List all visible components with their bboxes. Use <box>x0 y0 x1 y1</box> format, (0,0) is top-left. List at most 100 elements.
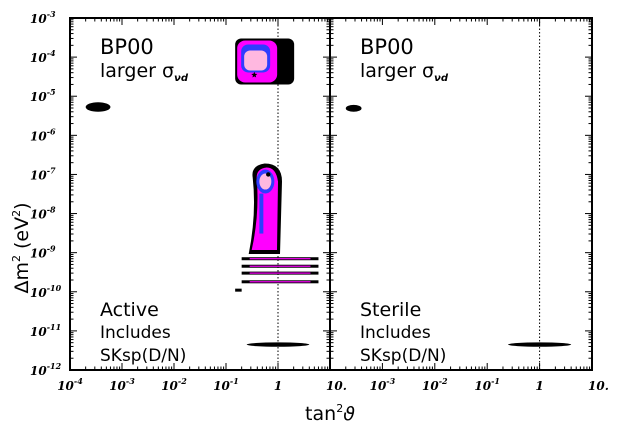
x-tick-base: 10 <box>422 379 439 393</box>
x-tick-base: 10 <box>474 379 491 393</box>
panel-title: BP00 <box>360 35 414 59</box>
best-fit-point <box>266 172 271 177</box>
region-sma <box>345 104 362 112</box>
y-tick-exponent: -5 <box>47 87 56 97</box>
panel-title-text: BP00 <box>360 35 414 59</box>
x-tick-base: 10 <box>161 379 178 393</box>
panel-note-2-text: SKsp(D/N) <box>360 346 446 366</box>
panel-note: Includes <box>100 323 171 343</box>
contour-inner <box>259 193 264 234</box>
y-tick-label: 10-10 <box>30 283 62 300</box>
x-tick-base: 10 <box>109 379 126 393</box>
x-axis-label: tan2ϑ <box>305 402 355 425</box>
panel-subtitle-text: larger σ <box>360 60 434 82</box>
y-tick-exponent: -11 <box>47 322 61 332</box>
panel-title-text: BP00 <box>100 35 154 59</box>
contour-outer <box>85 102 111 112</box>
y-tick-base: 10 <box>30 247 47 261</box>
x-tick-label: 1 <box>274 379 282 393</box>
y-tick-base: 10 <box>30 325 47 339</box>
panel-label: Active <box>100 299 159 321</box>
y-tick-exponent: -8 <box>47 205 56 215</box>
best-fit-star <box>251 71 258 78</box>
y-axis-label-sup: 2 <box>10 255 23 262</box>
x-tick-exponent: -2 <box>439 376 448 386</box>
region-sma <box>85 102 111 112</box>
striation-outer <box>235 288 242 292</box>
panel-label-text: Sterile <box>360 299 421 321</box>
x-tick-base: 10 <box>57 379 74 393</box>
panel-note-text: Includes <box>360 323 431 343</box>
x-tick-exponent: -3 <box>126 376 135 386</box>
y-tick-label: 10-9 <box>30 244 56 261</box>
x-tick-label: 1 <box>535 379 543 393</box>
region-vac <box>246 342 310 347</box>
y-tick-exponent: -4 <box>47 48 56 58</box>
y-tick-exponent: -9 <box>47 244 56 254</box>
y-tick-label: 10-4 <box>30 48 56 65</box>
y-tick-label: 10-3 <box>30 9 56 26</box>
x-tick-base: 10. <box>588 379 609 393</box>
y-tick-label: 10-7 <box>30 165 56 182</box>
y-tick-label: 10-8 <box>30 205 56 222</box>
panel-subtitle-subscript: νd <box>174 73 189 84</box>
y-tick-label: 10-11 <box>30 322 61 339</box>
x-tick-label: 10-1 <box>474 376 500 393</box>
x-tick-label: 10-1 <box>213 376 239 393</box>
panel-title: BP00 <box>100 35 154 59</box>
striation-mid <box>249 272 311 274</box>
y-tick-base: 10 <box>30 168 47 182</box>
panel-note-text: Includes <box>100 323 171 343</box>
striation-mid <box>249 258 311 260</box>
contour-core <box>244 50 268 71</box>
contour-outer <box>508 342 572 347</box>
x-tick-base: 1 <box>535 379 543 393</box>
x-tick-exponent: -2 <box>178 376 187 386</box>
x-tick-label: 10-4 <box>57 376 83 393</box>
panel-label: Sterile <box>360 299 421 321</box>
contour-outer <box>345 104 362 112</box>
panel-subtitle-text: larger σ <box>100 60 174 82</box>
y-tick-base: 10 <box>30 208 47 222</box>
y-tick-exponent: -7 <box>47 165 56 175</box>
x-tick-label: 10-3 <box>109 376 135 393</box>
y-tick-exponent: -10 <box>47 283 62 293</box>
y-tick-base: 10 <box>30 12 47 26</box>
x-tick-base: 1 <box>274 379 282 393</box>
y-tick-base: 10 <box>30 364 47 378</box>
x-tick-base: 10. <box>326 379 347 393</box>
panel-note: Includes <box>360 323 431 343</box>
y-axis-label-base: Δm <box>11 262 33 294</box>
striation-mid <box>249 281 311 283</box>
y-tick-label: 10-5 <box>30 87 56 104</box>
region-lma <box>235 38 295 85</box>
y-tick-exponent: -12 <box>47 361 62 371</box>
x-axis-label-sup: 2 <box>336 402 343 415</box>
x-tick-base: 10 <box>213 379 230 393</box>
panel-subtitle: larger σνd <box>100 60 189 84</box>
y-axis-label-unit-sup: 2 <box>10 210 23 217</box>
panel-subtitle-subscript: νd <box>434 73 449 84</box>
region-vac <box>508 342 572 347</box>
y-tick-exponent: -6 <box>47 126 56 136</box>
panel-note-2: SKsp(D/N) <box>100 346 186 366</box>
x-tick-label: 10-3 <box>370 376 396 393</box>
y-tick-exponent: -3 <box>47 9 56 19</box>
x-tick-label: 10. <box>326 379 347 393</box>
striation-mid <box>249 265 311 267</box>
y-tick-label: 10-12 <box>30 361 62 378</box>
x-axis-label-base: tan <box>305 403 336 425</box>
region-low <box>235 163 319 292</box>
x-axis-label-var: ϑ <box>343 403 355 425</box>
panel-note-2: SKsp(D/N) <box>360 346 446 366</box>
x-tick-exponent: -1 <box>491 376 500 386</box>
contour-outer <box>246 342 310 347</box>
x-tick-label: 10-2 <box>161 376 187 393</box>
x-tick-label: 10. <box>588 379 609 393</box>
panel-label-text: Active <box>100 299 159 321</box>
y-axis-label-unit: (eV <box>11 217 33 255</box>
panel-subtitle: larger σνd <box>360 60 449 84</box>
